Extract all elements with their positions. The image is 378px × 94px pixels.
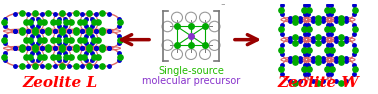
Text: Single-source: Single-source — [158, 66, 224, 76]
Text: molecular precursor: molecular precursor — [142, 76, 240, 86]
Text: Zeolite L: Zeolite L — [22, 76, 98, 90]
Text: $^{-}$: $^{-}$ — [220, 1, 226, 10]
Text: Zeolite W: Zeolite W — [277, 76, 359, 90]
